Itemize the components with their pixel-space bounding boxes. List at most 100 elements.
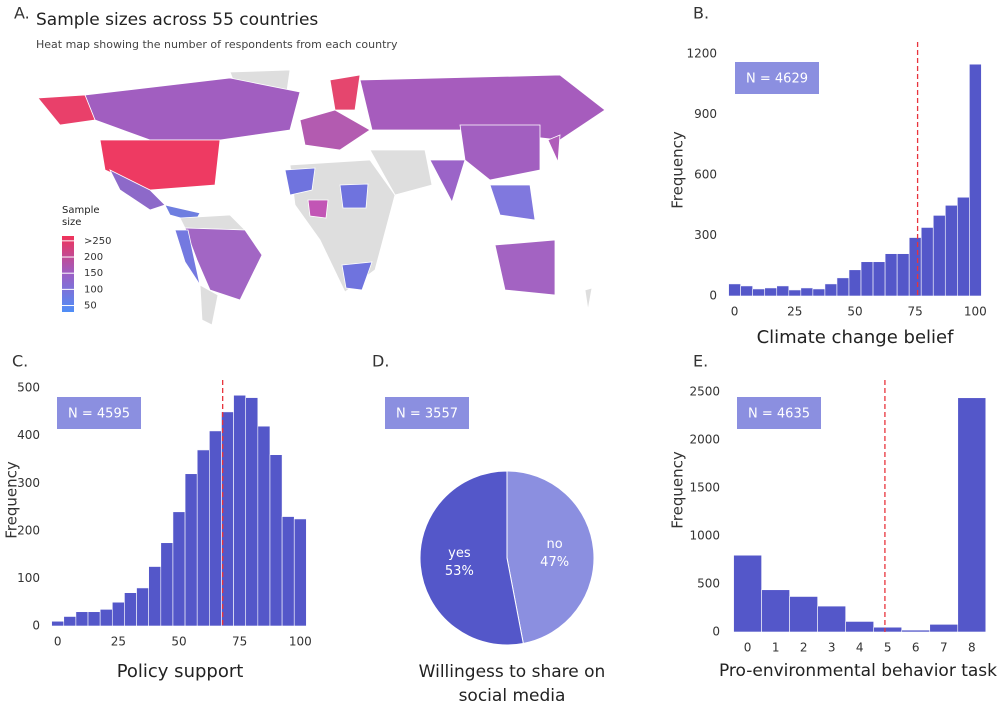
bar [124, 592, 137, 627]
bar [957, 196, 970, 297]
bar [908, 237, 922, 297]
bar [789, 596, 818, 633]
x-tick-label: 5 [884, 641, 892, 655]
country [329, 74, 361, 111]
bar [873, 626, 903, 633]
bar [99, 609, 113, 627]
bar [209, 430, 222, 627]
slice-value-label: 47% [540, 555, 569, 570]
x-tick-label: 1 [772, 641, 780, 655]
chart-subtitle: Heat map showing the number of responden… [36, 38, 398, 51]
x-tick-label: 50 [847, 305, 862, 319]
x-axis-title: Climate change belief [757, 327, 955, 348]
x-tick-label: 7 [940, 641, 948, 655]
y-tick-label: 500 [697, 577, 720, 591]
bar [136, 587, 149, 627]
country [37, 94, 96, 126]
pie-slice [419, 470, 524, 646]
y-tick-label: 500 [17, 381, 40, 395]
n-annotation: N = 3557 [396, 407, 458, 422]
n-box [385, 397, 469, 429]
x-tick-label: 25 [111, 635, 126, 649]
colorbar-tick-label: 100 [84, 284, 103, 295]
bar [233, 394, 247, 627]
country [199, 284, 219, 326]
bar [245, 397, 259, 627]
bar [148, 566, 162, 627]
bar [920, 227, 934, 297]
panel-letter: C. [12, 352, 28, 371]
x-axis-title: Pro-environmental behavior task [718, 661, 998, 681]
bar [752, 288, 766, 297]
x-axis-title: Policy support [117, 661, 244, 682]
slice-label: yes [448, 546, 471, 561]
bar [860, 261, 874, 297]
n-box [57, 397, 141, 429]
country [184, 227, 263, 301]
colorbar-tick-label: 150 [84, 268, 103, 279]
pie-title: Willingess to share on social media [418, 662, 606, 705]
world-map [37, 69, 606, 326]
country [99, 139, 221, 191]
country [84, 77, 301, 141]
bar [87, 611, 101, 627]
bar [764, 287, 778, 297]
bar [111, 601, 125, 627]
bar [63, 616, 77, 627]
bar [812, 288, 826, 297]
bar [884, 253, 898, 297]
x-tick-label: 0 [731, 305, 739, 319]
country [547, 134, 561, 163]
bar [269, 454, 283, 627]
y-tick-label: 400 [17, 428, 40, 442]
y-tick-label: 2500 [689, 385, 720, 399]
bar [788, 289, 802, 297]
y-tick-label: 0 [712, 625, 720, 639]
x-tick-label: 100 [289, 635, 312, 649]
country [494, 239, 556, 296]
y-tick-label: 0 [709, 289, 717, 303]
bar [800, 287, 814, 297]
n-annotation: N = 4635 [748, 407, 810, 422]
bar [184, 473, 198, 627]
slice-label: no [547, 537, 563, 552]
country [429, 159, 466, 204]
bar [761, 589, 790, 633]
x-tick-label: 50 [171, 635, 186, 649]
bar [848, 269, 862, 297]
country [109, 169, 166, 211]
legend-title: Sample size [62, 205, 100, 228]
bar [51, 620, 65, 627]
pie-slice [506, 470, 595, 645]
bar [872, 261, 886, 297]
bar [196, 449, 210, 627]
x-tick-label: 6 [912, 641, 920, 655]
bar [293, 518, 307, 627]
y-axis-title: Frequency [3, 461, 21, 539]
panel-letter: E. [693, 352, 708, 371]
bar [896, 253, 910, 297]
y-tick-label: 200 [17, 523, 40, 537]
bar [932, 215, 946, 297]
bar [740, 285, 753, 297]
n-annotation: N = 4595 [68, 407, 130, 422]
bar [728, 283, 741, 297]
country [284, 167, 316, 196]
bar [817, 605, 846, 633]
country [489, 184, 536, 221]
y-tick-label: 0 [32, 619, 40, 633]
panel-letter: A. [14, 4, 30, 23]
bar [733, 554, 762, 633]
country [584, 287, 593, 311]
chart-title: Sample sizes across 55 countries [36, 10, 318, 30]
bar [172, 511, 186, 627]
y-axis-title: Frequency [669, 131, 687, 209]
colorbar-tick-label: 200 [84, 252, 103, 263]
bar [929, 624, 959, 633]
country [299, 109, 371, 151]
colorbar [62, 236, 74, 312]
y-tick-label: 300 [694, 228, 717, 242]
y-tick-label: 2000 [689, 433, 720, 447]
